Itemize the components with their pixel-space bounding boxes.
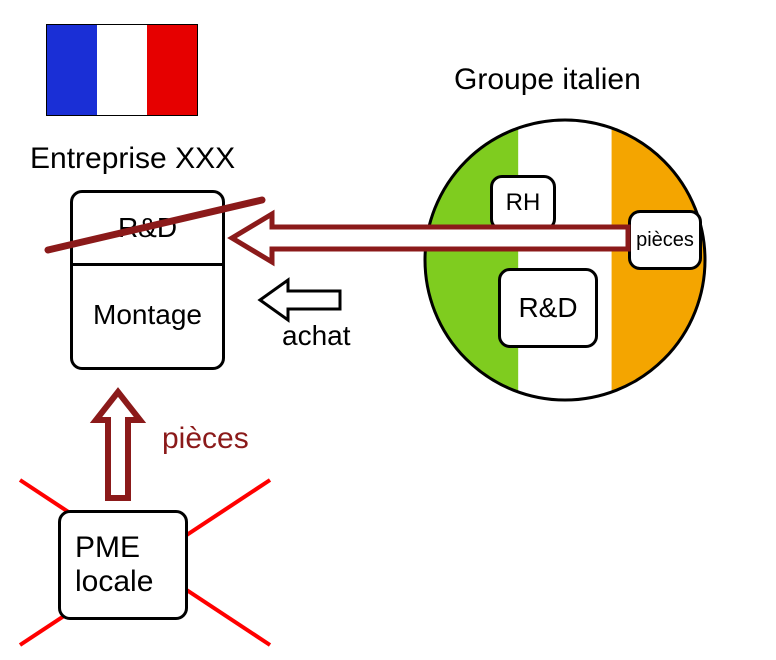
rd-label: R&D bbox=[118, 212, 177, 244]
pieces-circle-label: pièces bbox=[636, 229, 694, 252]
pme-line2: locale bbox=[75, 565, 153, 600]
achat-label: achat bbox=[282, 320, 351, 352]
french-flag bbox=[46, 24, 198, 116]
up-arrow bbox=[96, 392, 140, 498]
pieces-red-label: pièces bbox=[162, 422, 249, 456]
montage-label: Montage bbox=[93, 299, 202, 331]
flag-stripe-blue bbox=[47, 25, 97, 115]
rh-label: RH bbox=[506, 189, 541, 217]
achat-arrow bbox=[260, 280, 340, 320]
flag-stripe-white bbox=[97, 25, 147, 115]
pieces-circle-box: pièces bbox=[628, 210, 702, 270]
entreprise-label: Entreprise XXX bbox=[30, 142, 235, 176]
entreprise-box: R&D Montage bbox=[70, 190, 225, 370]
pme-line1: PME bbox=[75, 531, 140, 566]
flag-stripe-red bbox=[147, 25, 197, 115]
groupe-italien-label: Groupe italien bbox=[454, 63, 641, 97]
rd-circle-label: R&D bbox=[518, 292, 577, 324]
entreprise-rd-cell: R&D bbox=[73, 193, 222, 266]
rd-circle-box: R&D bbox=[498, 268, 598, 348]
entreprise-montage-cell: Montage bbox=[73, 263, 222, 367]
rh-box: RH bbox=[490, 175, 556, 231]
big-arrow bbox=[232, 214, 628, 262]
pme-box: PME locale bbox=[58, 510, 188, 620]
